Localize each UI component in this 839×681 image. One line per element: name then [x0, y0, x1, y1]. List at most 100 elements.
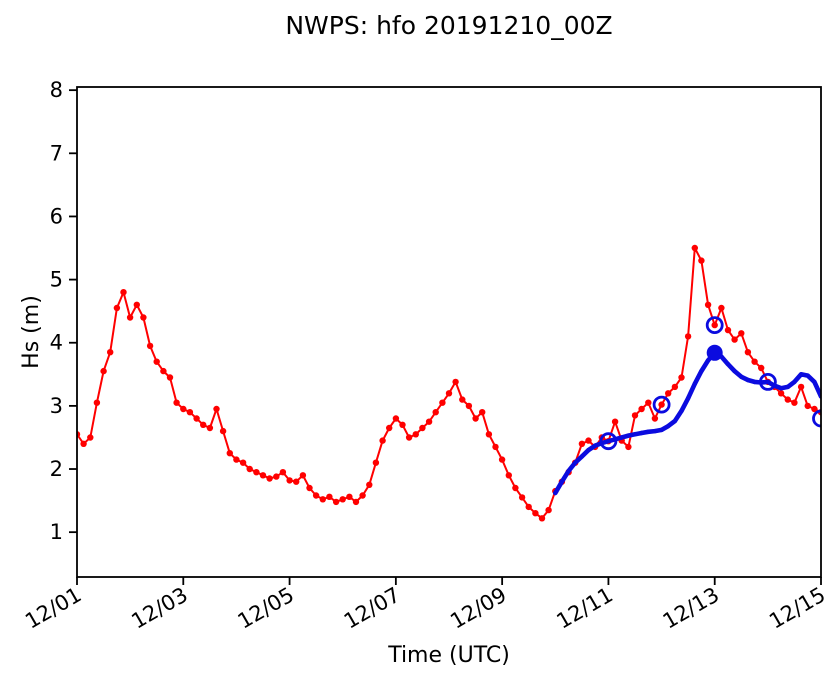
y-tick-label: 7 — [50, 141, 63, 165]
x-tick-label: 12/01 — [21, 583, 85, 634]
nwps-forecast-hs-marker — [606, 439, 611, 444]
observed-hs-marker — [193, 415, 200, 422]
nwps-forecast-hs-marker — [732, 368, 737, 374]
observed-hs-marker — [425, 418, 433, 425]
observed-hs-marker — [532, 510, 539, 517]
observed-hs-marker — [120, 289, 127, 296]
observed-hs-marker — [459, 396, 466, 403]
observed-hs-marker — [392, 415, 400, 422]
nwps-forecast-hs-marker — [739, 374, 744, 379]
observed-hs-marker — [233, 456, 240, 463]
observed-hs-marker — [100, 367, 107, 375]
nwps-forecast-hs-marker — [699, 368, 704, 374]
y-axis-label: Hs (m) — [19, 295, 44, 369]
nwps-forecast-hs-marker — [725, 362, 731, 367]
observed-hs-marker — [691, 244, 698, 252]
observed-hs-marker — [219, 427, 227, 435]
nwps-forecast-hs-marker — [626, 433, 631, 438]
observed-hs-marker — [651, 415, 659, 422]
observed-hs-marker — [638, 405, 645, 413]
observed-hs-marker — [465, 402, 473, 410]
y-tick-label: 5 — [50, 268, 63, 292]
nwps-forecast-hs-marker — [792, 379, 797, 385]
observed-hs-marker — [107, 349, 114, 356]
observed-hs-marker — [113, 304, 121, 312]
observed-hs-marker — [538, 515, 546, 522]
observed-hs-marker — [711, 321, 718, 329]
observed-hs-marker — [379, 437, 386, 444]
observed-hs-marker — [479, 409, 486, 416]
observed-hs-marker — [372, 459, 380, 466]
observed-hs-marker — [671, 383, 679, 391]
observed-hs-marker — [246, 465, 253, 473]
observed-hs-marker — [485, 431, 493, 438]
observed-hs-marker — [312, 492, 320, 499]
nwps-forecast-hs-marker — [632, 432, 638, 437]
observed-hs-marker — [744, 349, 752, 356]
observed-hs-marker — [412, 431, 419, 438]
observed-hs-marker — [140, 314, 147, 321]
observed-hs-marker — [658, 401, 665, 408]
nwps-forecast-hs-marker — [646, 429, 651, 434]
observed-hs-marker — [126, 314, 134, 321]
chart-title: NWPS: hfo 20191210_00Z — [285, 11, 612, 40]
y-tick-label: 4 — [50, 331, 63, 355]
observed-hs-marker — [173, 399, 180, 406]
nwps-forecast-hs-marker — [679, 408, 684, 414]
observed-hs-marker — [133, 301, 140, 308]
x-tick-label: 12/05 — [234, 583, 298, 634]
nwps-forecast-hs-marker — [765, 379, 771, 385]
observed-hs-marker — [777, 390, 785, 397]
y-tick-label: 3 — [50, 394, 63, 418]
observed-hs-marker — [731, 336, 738, 343]
nwps-forecast-hs-marker — [592, 443, 598, 448]
nwps-forecast-hs-marker — [579, 454, 585, 459]
observed-hs-marker — [306, 484, 313, 492]
observed-hs-marker — [512, 484, 519, 492]
observed-hs-marker — [239, 459, 247, 466]
observed-hs-marker — [452, 378, 459, 386]
observed-hs-marker — [299, 472, 307, 479]
observed-hs-marker — [585, 437, 592, 444]
observed-hs-marker — [718, 304, 725, 312]
observed-hs-marker — [505, 472, 512, 479]
nwps-forecast-hs-marker — [692, 381, 697, 386]
observed-hs-marker — [366, 481, 373, 488]
observed-hs-marker — [432, 409, 439, 416]
observed-hs-marker — [525, 503, 532, 511]
observed-hs-marker — [724, 326, 732, 334]
observed-hs-marker — [645, 399, 652, 406]
y-tick-label: 6 — [50, 204, 63, 228]
observed-hs-marker — [738, 330, 745, 337]
observed-hs-marker — [698, 257, 705, 264]
observed-hs-marker — [399, 421, 406, 428]
nwps-forecast-hs-marker — [559, 479, 565, 484]
forecast-peak-marker-dot — [706, 344, 723, 361]
observed-hs-marker — [625, 443, 632, 451]
nwps-forecast-hs-marker — [705, 358, 711, 363]
observed-hs-marker — [226, 450, 233, 457]
nwps-forecast-hs-marker — [752, 379, 757, 385]
daily-00z-observation-markers-circle — [812, 409, 821, 428]
observed-hs-marker — [545, 506, 552, 514]
daily-00z-observation-markers-circle — [705, 316, 724, 335]
y-tick-label: 8 — [50, 78, 63, 102]
observed-hs-marker — [445, 390, 453, 397]
observed-hs-marker — [758, 364, 765, 372]
x-tick-label: 12/15 — [765, 583, 829, 634]
observed-hs-marker — [472, 415, 479, 422]
x-tick-label: 12/07 — [340, 583, 404, 634]
observed-hs-marker — [518, 494, 526, 501]
x-tick-label: 12/13 — [659, 583, 723, 634]
observed-hs-marker — [678, 374, 685, 381]
observed-hs-marker — [206, 424, 214, 432]
nwps-forecast-hs-marker — [566, 468, 571, 474]
observed-hs-marker — [186, 409, 194, 416]
observed-hs-marker — [180, 405, 187, 413]
observed-hs-marker — [273, 473, 280, 480]
observed-hs-marker — [359, 492, 366, 499]
daily-00z-observation-markers-circle — [652, 395, 671, 414]
x-axis-label: Time (UTC) — [387, 643, 510, 668]
